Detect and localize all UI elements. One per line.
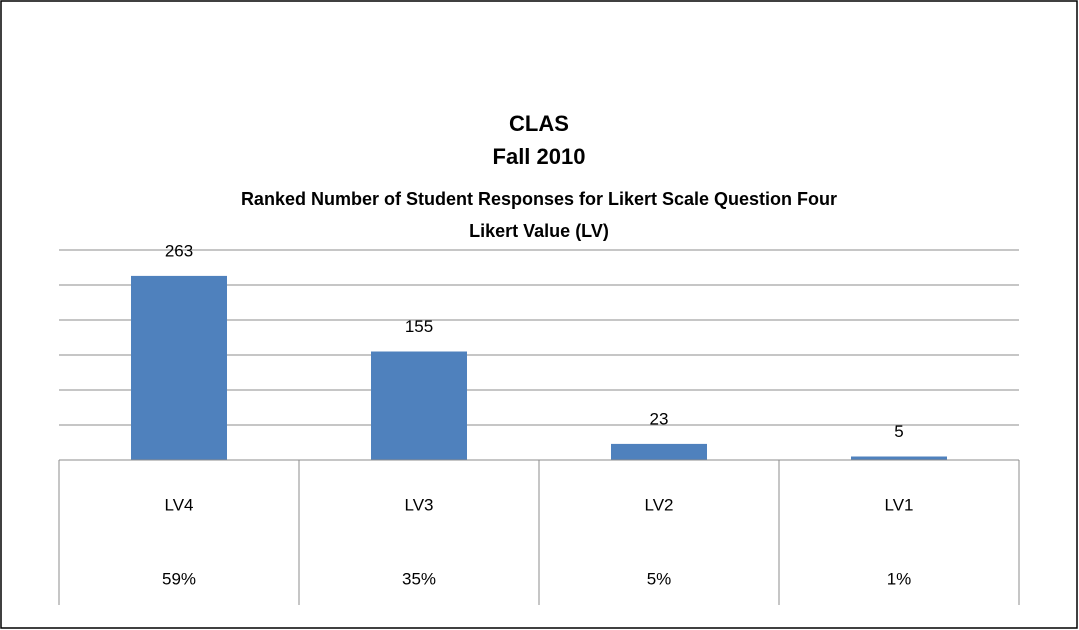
x-tick-label: LV4 xyxy=(165,495,194,514)
category-share: 1% xyxy=(887,569,912,588)
chart-description: Ranked Number of Student Responses for L… xyxy=(241,189,837,209)
x-axis-label: Likert Value (LV) xyxy=(469,221,609,241)
category-share: 59% xyxy=(162,569,196,588)
x-tick-label: LV1 xyxy=(885,495,914,514)
category-share: 5% xyxy=(647,569,672,588)
bar xyxy=(371,351,467,460)
chart-title: CLAS xyxy=(509,111,569,136)
x-tick-label: LV2 xyxy=(645,495,674,514)
x-tick-label: LV3 xyxy=(405,495,434,514)
bar xyxy=(851,456,947,460)
data-label: 155 xyxy=(405,317,433,336)
chart-subtitle: Fall 2010 xyxy=(493,144,586,169)
bar xyxy=(131,275,227,460)
bar xyxy=(611,443,707,460)
data-label: 5 xyxy=(894,422,903,441)
category-share: 35% xyxy=(402,569,436,588)
data-label: 263 xyxy=(165,241,193,260)
data-label: 23 xyxy=(650,409,669,428)
